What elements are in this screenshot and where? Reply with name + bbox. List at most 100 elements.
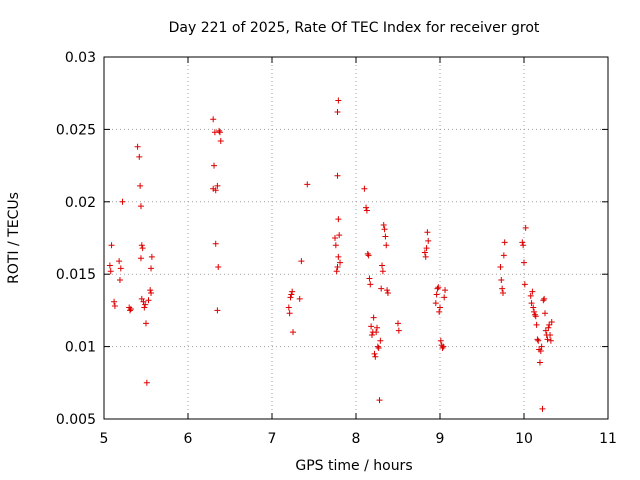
data-point (368, 332, 375, 339)
data-point (214, 307, 221, 314)
data-point (500, 252, 507, 259)
data-point (335, 253, 342, 260)
data-point (395, 320, 401, 327)
data-point (214, 182, 221, 189)
data-point (498, 276, 505, 283)
x-tick-label: 10 (515, 431, 533, 447)
data-point (377, 337, 384, 344)
data-point (374, 343, 381, 350)
grid-lines (104, 57, 608, 419)
data-point (366, 275, 373, 282)
data-point (424, 229, 431, 236)
data-point (544, 336, 551, 343)
data-point (436, 308, 443, 315)
data-point (215, 263, 222, 270)
data-points (106, 97, 555, 412)
data-point (334, 109, 341, 116)
data-point (216, 129, 223, 136)
data-point (287, 294, 294, 301)
data-point (117, 265, 124, 272)
data-point (363, 207, 370, 214)
data-point (116, 258, 123, 265)
data-point (137, 182, 144, 189)
data-point (382, 233, 389, 240)
data-point (547, 337, 554, 344)
data-point (374, 324, 380, 331)
data-point (501, 239, 508, 246)
data-point (545, 324, 552, 331)
data-point (379, 262, 386, 269)
data-point (532, 313, 539, 320)
x-tick-label: 9 (436, 431, 445, 447)
data-point (522, 224, 529, 231)
y-tick-label: 0.01 (65, 340, 96, 356)
data-point (440, 343, 447, 350)
data-point (384, 290, 391, 297)
data-point (380, 221, 387, 228)
data-point (211, 129, 218, 136)
data-point (379, 268, 386, 275)
data-point (531, 308, 538, 315)
x-tick-labels: 5 6 7 8 9 10 11 (100, 431, 617, 447)
data-point (136, 153, 143, 160)
data-point (383, 242, 390, 249)
y-tick-label: 0.03 (65, 50, 96, 66)
data-point (435, 284, 442, 291)
data-point (119, 198, 126, 205)
y-tick-label: 0.005 (56, 412, 96, 428)
data-point (433, 291, 440, 298)
data-point (212, 187, 219, 194)
data-point (536, 359, 543, 366)
x-tick-label: 6 (184, 431, 193, 447)
data-point (148, 265, 155, 272)
data-point (143, 379, 150, 386)
data-point (371, 350, 378, 357)
data-point (127, 305, 134, 312)
data-point (534, 336, 541, 343)
data-point (336, 232, 343, 239)
data-point (334, 172, 341, 179)
data-point (127, 307, 134, 314)
data-point (376, 397, 383, 404)
data-point (542, 327, 549, 334)
data-point (537, 347, 544, 354)
data-point (546, 321, 553, 328)
data-point (148, 253, 155, 260)
data-point (211, 162, 218, 169)
data-point (364, 250, 371, 257)
data-point (288, 291, 295, 298)
data-point (425, 237, 432, 244)
data-point (332, 242, 339, 249)
data-point (137, 203, 144, 210)
data-point (547, 332, 554, 339)
data-point (141, 304, 148, 311)
y-axis-label: ROTI / TECUs (6, 192, 22, 284)
data-point (363, 204, 370, 211)
data-point (217, 137, 224, 144)
data-point (138, 242, 145, 249)
data-point (335, 216, 342, 223)
data-point (143, 320, 149, 327)
data-point (116, 276, 123, 283)
data-point (107, 268, 114, 275)
data-point (304, 181, 311, 188)
x-tick-label: 11 (599, 431, 617, 447)
x-tick-label: 8 (352, 431, 361, 447)
data-point (527, 292, 534, 299)
data-point (437, 337, 444, 344)
data-point (535, 337, 542, 344)
data-point (285, 304, 292, 311)
chart-title: Day 221 of 2025, Rate Of TEC Index for r… (169, 20, 540, 36)
data-point (378, 285, 385, 292)
x-tick-label: 7 (268, 431, 277, 447)
data-point (290, 329, 296, 336)
data-point (538, 343, 545, 350)
data-point (106, 262, 113, 269)
data-point (520, 242, 527, 249)
data-point (372, 353, 379, 360)
data-point (108, 242, 115, 249)
data-point (296, 295, 303, 302)
data-point (442, 287, 449, 294)
data-point (210, 185, 217, 192)
